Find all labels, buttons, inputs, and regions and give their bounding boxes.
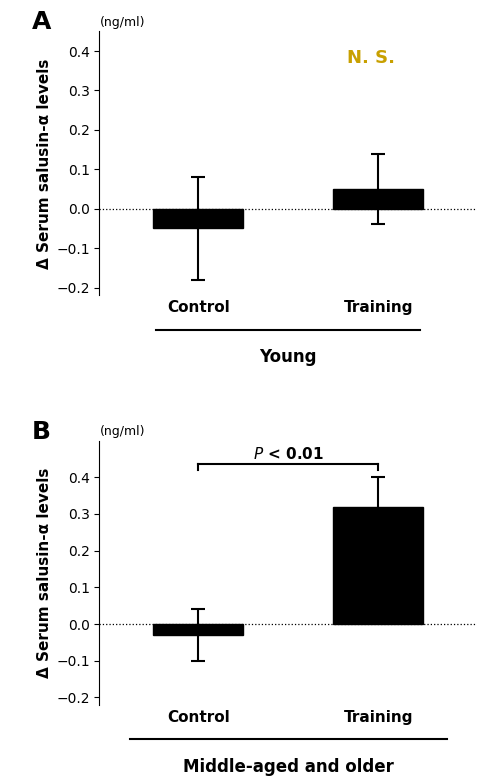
Bar xyxy=(333,507,423,624)
Text: (ng/ml): (ng/ml) xyxy=(99,425,145,438)
Text: Middle-aged and older: Middle-aged and older xyxy=(183,757,394,775)
Text: Young: Young xyxy=(259,348,317,366)
Y-axis label: Δ Serum salusin-α levels: Δ Serum salusin-α levels xyxy=(37,467,52,678)
Text: $\mathit{P}$ < 0.01: $\mathit{P}$ < 0.01 xyxy=(252,446,324,461)
Bar xyxy=(154,209,244,229)
Y-axis label: Δ Serum salusin-α levels: Δ Serum salusin-α levels xyxy=(37,58,52,269)
Text: (ng/ml): (ng/ml) xyxy=(99,16,145,29)
Text: B: B xyxy=(31,420,50,443)
Bar xyxy=(154,624,244,635)
Text: N. S.: N. S. xyxy=(347,49,395,67)
Text: A: A xyxy=(31,10,51,34)
Bar xyxy=(333,189,423,209)
